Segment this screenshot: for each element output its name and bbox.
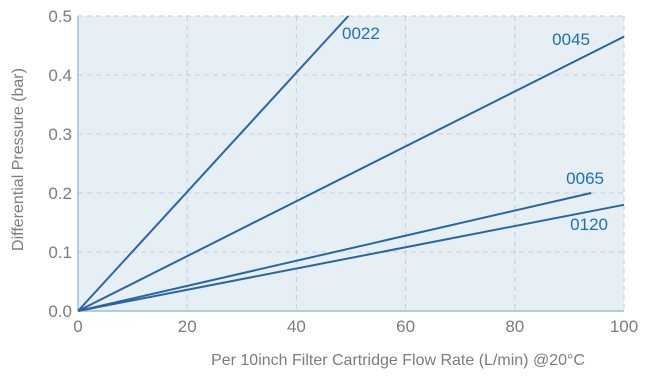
series-label-0045: 0045 [552,30,590,49]
x-tick-label: 40 [287,317,306,336]
axes [77,16,624,312]
y-tick-label: 0.0 [48,302,72,321]
x-tick-label: 20 [178,317,197,336]
y-tick-label: 0.2 [48,184,72,203]
series-line-0120 [77,203,625,312]
y-axis-label: Differential Pressure (bar) [10,68,27,251]
series-label-0120: 0120 [570,215,608,234]
gridlines [78,15,625,311]
series-line-0022 [77,15,350,312]
y-tick-label: 0.5 [48,7,72,26]
y-tick-label: 0.1 [48,243,72,262]
x-tick-label: 60 [396,317,415,336]
x-tick-label: 0 [73,317,82,336]
series-line-0065 [77,192,592,312]
plot-area [78,16,624,311]
tick-labels: 0 20 40 60 80 100 0.0 0.1 0.2 0.3 0.4 0.5 [48,7,638,336]
series-label-0065: 0065 [566,169,604,188]
series-label-0022: 0022 [342,24,380,43]
y-tick-label: 0.4 [48,66,72,85]
series-line-0045 [77,35,625,312]
series-lines: 0022 0045 0065 0120 [77,15,625,312]
x-tick-label: 80 [505,317,524,336]
y-tick-label: 0.3 [48,125,72,144]
x-tick-label: 100 [610,317,638,336]
x-axis-label: Per 10inch Filter Cartridge Flow Rate (L… [211,352,585,369]
